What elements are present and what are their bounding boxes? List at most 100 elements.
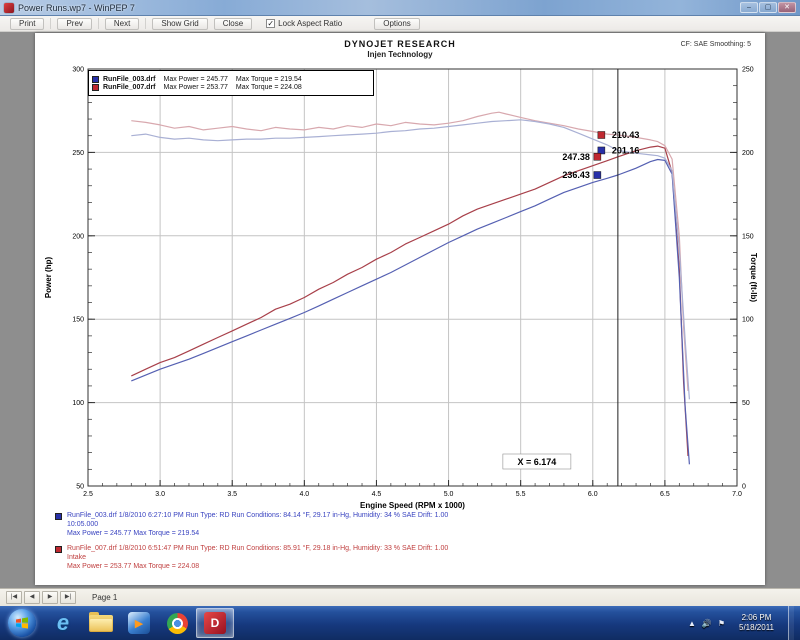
taskbar-winpep-active[interactable]: D	[196, 608, 234, 638]
system-tray: ▲ 🔊 ⚑ 2:06 PM 5/18/2011	[688, 606, 800, 640]
curve-runfile_007-torque	[131, 111, 689, 391]
curve-runfile_003-torque	[131, 119, 690, 400]
svg-text:300: 300	[72, 67, 84, 74]
show-hidden-icons[interactable]: ▲	[687, 618, 696, 628]
window-title: Power Runs.wp7 - WinPEP 7	[18, 2, 135, 13]
legend-row-run007: RunFile_007.drf Max Power = 253.77 Max T…	[92, 83, 370, 91]
svg-text:5.5: 5.5	[516, 491, 526, 498]
cursor-x-readout: X = 6.174	[517, 457, 556, 467]
svg-text:100: 100	[742, 317, 754, 324]
window-titlebar[interactable]: Power Runs.wp7 - WinPEP 7 – ▢ ✕	[0, 0, 800, 16]
taskbar-chrome[interactable]	[158, 608, 196, 638]
svg-text:4.0: 4.0	[299, 491, 309, 498]
taskbar-media-player[interactable]: ▶	[120, 608, 158, 638]
svg-text:6.5: 6.5	[660, 491, 670, 498]
internet-explorer-icon: e	[56, 610, 70, 635]
curve-runfile_003-power	[131, 158, 690, 465]
svg-text:50: 50	[742, 400, 750, 407]
show-desktop-button[interactable]	[788, 606, 794, 640]
taskbar-internet-explorer[interactable]: e	[44, 608, 82, 638]
toolbar-separator	[50, 18, 52, 29]
svg-text:3.5: 3.5	[227, 491, 237, 498]
annotation-swatch-red	[55, 546, 62, 553]
next-button[interactable]: Next	[104, 17, 140, 30]
svg-text:4.5: 4.5	[372, 491, 382, 498]
chart-legend: RunFile_003.drf Max Power = 245.77 Max T…	[88, 70, 374, 96]
legend-max-torque: Max Torque = 219.54	[235, 75, 302, 83]
close-button[interactable]: ✕	[778, 2, 796, 13]
annotation-line: RunFile_003.drf 1/8/2010 6:27:10 PM Run …	[67, 512, 449, 519]
svg-text:200: 200	[742, 150, 754, 157]
svg-text:150: 150	[742, 233, 754, 240]
legend-max-torque: Max Torque = 224.08	[235, 83, 302, 91]
chart-page: DYNOJET RESEARCH Injen Technology CF: SA…	[35, 33, 765, 585]
close-graph-button[interactable]: Close	[213, 17, 253, 30]
next-page-button[interactable]: ▶	[42, 591, 58, 604]
statusbar: |◀ ◀ ▶ ▶| Page 1	[0, 588, 800, 606]
annotation-swatch-blue	[55, 513, 62, 520]
svg-text:200: 200	[72, 233, 84, 240]
svg-text:150: 150	[72, 317, 84, 324]
svg-text:5.0: 5.0	[444, 491, 454, 498]
legend-row-run003: RunFile_003.drf Max Power = 245.77 Max T…	[92, 75, 370, 83]
annotation-line: RunFile_007.drf 1/8/2010 6:51:47 PM Run …	[67, 545, 449, 552]
taskbar: e ▶ D ▲ 🔊 ⚑ 2:06 PM 5/18/2011	[0, 606, 800, 640]
legend-max-power: Max Power = 253.77	[163, 83, 228, 91]
svg-text:247.38: 247.38	[562, 152, 590, 162]
taskbar-clock[interactable]: 2:06 PM 5/18/2011	[731, 613, 782, 633]
svg-text:50: 50	[76, 484, 84, 491]
page-indicator: Page 1	[92, 593, 118, 602]
annotation-run007: RunFile_007.drf 1/8/2010 6:51:47 PM Run …	[55, 545, 448, 571]
first-page-button[interactable]: |◀	[6, 591, 22, 604]
annotation-run003: RunFile_003.drf 1/8/2010 6:27:10 PM Run …	[55, 512, 448, 538]
volume-icon[interactable]: 🔊	[701, 618, 712, 628]
toolbar-separator	[145, 18, 147, 29]
right-axis-label: Torque (ft-lb)	[749, 253, 758, 303]
last-page-button[interactable]: ▶|	[60, 591, 76, 604]
svg-text:201.16: 201.16	[612, 145, 640, 155]
folder-icon	[89, 611, 113, 632]
svg-text:0: 0	[742, 484, 746, 491]
lock-aspect-checkbox[interactable]: ✓	[266, 19, 276, 28]
annotation-line: 10:05.000	[67, 521, 99, 528]
prev-button[interactable]: Prev	[57, 17, 92, 30]
print-button[interactable]: Print	[10, 17, 45, 30]
prev-page-button[interactable]: ◀	[24, 591, 40, 604]
left-axis-label: Power (hp)	[44, 257, 53, 299]
legend-swatch-red	[92, 83, 99, 91]
options-button[interactable]: Options	[374, 17, 420, 30]
show-grid-button[interactable]: Show Grid	[152, 17, 208, 30]
correction-smoothing-note: CF: SAE Smoothing: 5	[680, 41, 751, 48]
x-axis-label: Engine Speed (RPM x 1000)	[360, 501, 465, 510]
dyno-chart[interactable]: 2.5 3.0 3.5 4.0 4.5 5.0 5.5 6.0 6.5 7.0 300 250 200 1…	[35, 33, 765, 585]
legend-swatch-blue	[92, 75, 99, 83]
legend-file: RunFile_003.drf	[103, 75, 156, 83]
chart-title: DYNOJET RESEARCH	[344, 39, 456, 49]
svg-text:210.43: 210.43	[612, 130, 640, 140]
annotation-line: Max Power = 245.77 Max Torque = 219.54	[67, 530, 200, 537]
maximize-button[interactable]: ▢	[759, 2, 777, 13]
action-center-icon[interactable]: ⚑	[717, 618, 725, 628]
lock-aspect-label: Lock Aspect Ratio	[278, 19, 343, 28]
legend-max-power: Max Power = 245.77	[163, 75, 228, 83]
svg-text:3.0: 3.0	[155, 491, 165, 498]
toolbar-separator	[97, 18, 99, 29]
media-player-icon: ▶	[128, 612, 150, 634]
minimize-button[interactable]: –	[740, 2, 758, 13]
taskbar-windows-explorer[interactable]	[82, 608, 120, 638]
clock-time: 2:06 PM	[741, 613, 772, 622]
winpep-icon: D	[204, 612, 226, 634]
start-button[interactable]	[8, 609, 36, 637]
svg-text:6.0: 6.0	[588, 491, 598, 498]
winpep-app-icon	[4, 2, 14, 13]
svg-text:100: 100	[72, 400, 84, 407]
svg-text:250: 250	[72, 150, 84, 157]
annotation-line: Max Power = 253.77 Max Torque = 224.08	[67, 563, 200, 570]
svg-text:250: 250	[742, 67, 754, 74]
client-area: DYNOJET RESEARCH Injen Technology CF: SA…	[0, 32, 800, 588]
svg-text:2.5: 2.5	[83, 491, 93, 498]
chart-subtitle: Injen Technology	[367, 50, 433, 59]
svg-text:7.0: 7.0	[732, 491, 742, 498]
toolbar: Print Prev Next Show Grid Close ✓ Lock A…	[0, 16, 800, 32]
